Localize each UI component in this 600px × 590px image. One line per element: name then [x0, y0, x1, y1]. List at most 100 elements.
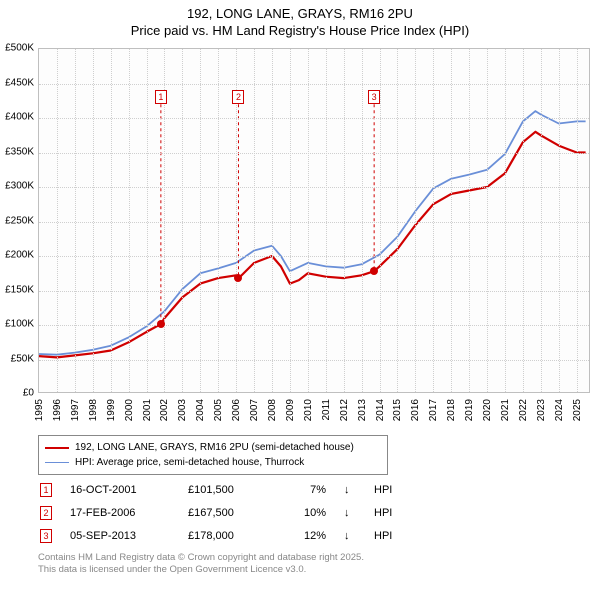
sales-row: 305-SEP-2013£178,00012%↓HPI: [38, 524, 558, 547]
sale-price: £101,500: [188, 484, 268, 496]
gridline-h: [39, 222, 589, 223]
gridline-h: [39, 118, 589, 119]
gridline-v: [433, 49, 434, 392]
x-tick-label: 2023: [536, 399, 547, 421]
gridline-v: [415, 49, 416, 392]
x-axis-labels: 1995199619971998199920002001200220032004…: [38, 395, 590, 435]
sale-date: 17-FEB-2006: [70, 507, 170, 519]
x-tick-label: 2019: [464, 399, 475, 421]
down-arrow-icon: ↓: [344, 484, 356, 496]
gridline-h: [39, 256, 589, 257]
x-tick-label: 2016: [410, 399, 421, 421]
series-line: [39, 111, 586, 355]
x-tick-label: 1998: [88, 399, 99, 421]
gridline-v: [272, 49, 273, 392]
hpi-label: HPI: [374, 484, 404, 496]
chart-container: 192, LONG LANE, GRAYS, RM16 2PU Price pa…: [0, 0, 600, 590]
legend-row: 192, LONG LANE, GRAYS, RM16 2PU (semi-de…: [45, 440, 381, 455]
gridline-h: [39, 187, 589, 188]
gridline-v: [487, 49, 488, 392]
gridline-v: [451, 49, 452, 392]
down-arrow-icon: ↓: [344, 530, 356, 542]
x-tick-label: 2025: [572, 399, 583, 421]
sales-table: 1 16-OCT-2001 £101,500 7% ↓ HPI 2 17-FEB-2006 £1…: [38, 478, 558, 547]
gridline-v: [344, 49, 345, 392]
y-tick-label: £400K: [5, 112, 34, 123]
legend-swatch: [45, 462, 69, 463]
x-tick-label: 2009: [285, 399, 296, 421]
gridline-h: [39, 291, 589, 292]
gridline-h: [39, 84, 589, 85]
x-tick-label: 2022: [518, 399, 529, 421]
y-tick-label: £300K: [5, 181, 34, 192]
x-tick-label: 2018: [446, 399, 457, 421]
x-tick-label: 2011: [321, 399, 332, 421]
sale-price: £178,000: [188, 530, 268, 542]
sale-marker-box: 2: [232, 90, 244, 104]
gridline-v: [129, 49, 130, 392]
x-tick-label: 1999: [106, 399, 117, 421]
legend-label: HPI: Average price, semi-detached house,…: [75, 455, 304, 470]
gridline-v: [505, 49, 506, 392]
y-tick-label: £50K: [11, 353, 34, 364]
sales-row: 217-FEB-2006£167,50010%↓HPI: [38, 501, 558, 524]
x-tick-label: 2008: [267, 399, 278, 421]
x-tick-label: 2012: [339, 399, 350, 421]
x-tick-label: 2004: [195, 399, 206, 421]
gridline-v: [397, 49, 398, 392]
gridline-v: [93, 49, 94, 392]
sale-marker-dot: [234, 274, 242, 282]
sale-pct: 10%: [286, 507, 326, 519]
title-line1: 192, LONG LANE, GRAYS, RM16 2PU: [0, 6, 600, 23]
legend-label: 192, LONG LANE, GRAYS, RM16 2PU (semi-de…: [75, 440, 354, 455]
hpi-label: HPI: [374, 530, 404, 542]
x-tick-label: 1995: [34, 399, 45, 421]
x-tick-label: 2003: [177, 399, 188, 421]
y-tick-label: £0: [23, 388, 34, 399]
y-tick-label: £200K: [5, 250, 34, 261]
gridline-v: [290, 49, 291, 392]
sale-date: 05-SEP-2013: [70, 530, 170, 542]
y-tick-label: £450K: [5, 77, 34, 88]
x-tick-label: 2020: [482, 399, 493, 421]
x-tick-label: 2014: [375, 399, 386, 421]
gridline-h: [39, 360, 589, 361]
footer-line2: This data is licensed under the Open Gov…: [38, 564, 364, 576]
y-axis-labels: £0£50K£100K£150K£200K£250K£300K£350K£400…: [0, 48, 36, 393]
x-tick-label: 2015: [392, 399, 403, 421]
x-tick-label: 2006: [231, 399, 242, 421]
sale-marker-dot: [157, 320, 165, 328]
footer-attribution: Contains HM Land Registry data © Crown c…: [38, 552, 364, 577]
gridline-v: [541, 49, 542, 392]
gridline-v: [362, 49, 363, 392]
y-tick-label: £100K: [5, 319, 34, 330]
legend-box: 192, LONG LANE, GRAYS, RM16 2PU (semi-de…: [38, 435, 388, 475]
gridline-v: [469, 49, 470, 392]
x-tick-label: 2017: [428, 399, 439, 421]
sale-pct: 7%: [286, 484, 326, 496]
sale-marker-dot: [370, 267, 378, 275]
gridline-v: [559, 49, 560, 392]
sale-date: 16-OCT-2001: [70, 484, 170, 496]
gridline-v: [182, 49, 183, 392]
x-tick-label: 2010: [303, 399, 314, 421]
footer-line1: Contains HM Land Registry data © Crown c…: [38, 552, 364, 564]
title-block: 192, LONG LANE, GRAYS, RM16 2PU Price pa…: [0, 0, 600, 40]
sale-num-box: 2: [40, 506, 52, 520]
gridline-v: [218, 49, 219, 392]
y-tick-label: £350K: [5, 146, 34, 157]
x-tick-label: 2021: [500, 399, 511, 421]
gridline-v: [523, 49, 524, 392]
sale-marker-box: 3: [368, 90, 380, 104]
x-tick-label: 2005: [213, 399, 224, 421]
sale-price: £167,500: [188, 507, 268, 519]
gridline-v: [147, 49, 148, 392]
y-tick-label: £500K: [5, 43, 34, 54]
chart-svg: [39, 49, 589, 392]
legend-row: HPI: Average price, semi-detached house,…: [45, 455, 381, 470]
sale-num-box: 1: [40, 483, 52, 497]
gridline-h: [39, 325, 589, 326]
legend-swatch: [45, 447, 69, 449]
chart-plot-area: 123: [38, 48, 590, 393]
gridline-v: [326, 49, 327, 392]
